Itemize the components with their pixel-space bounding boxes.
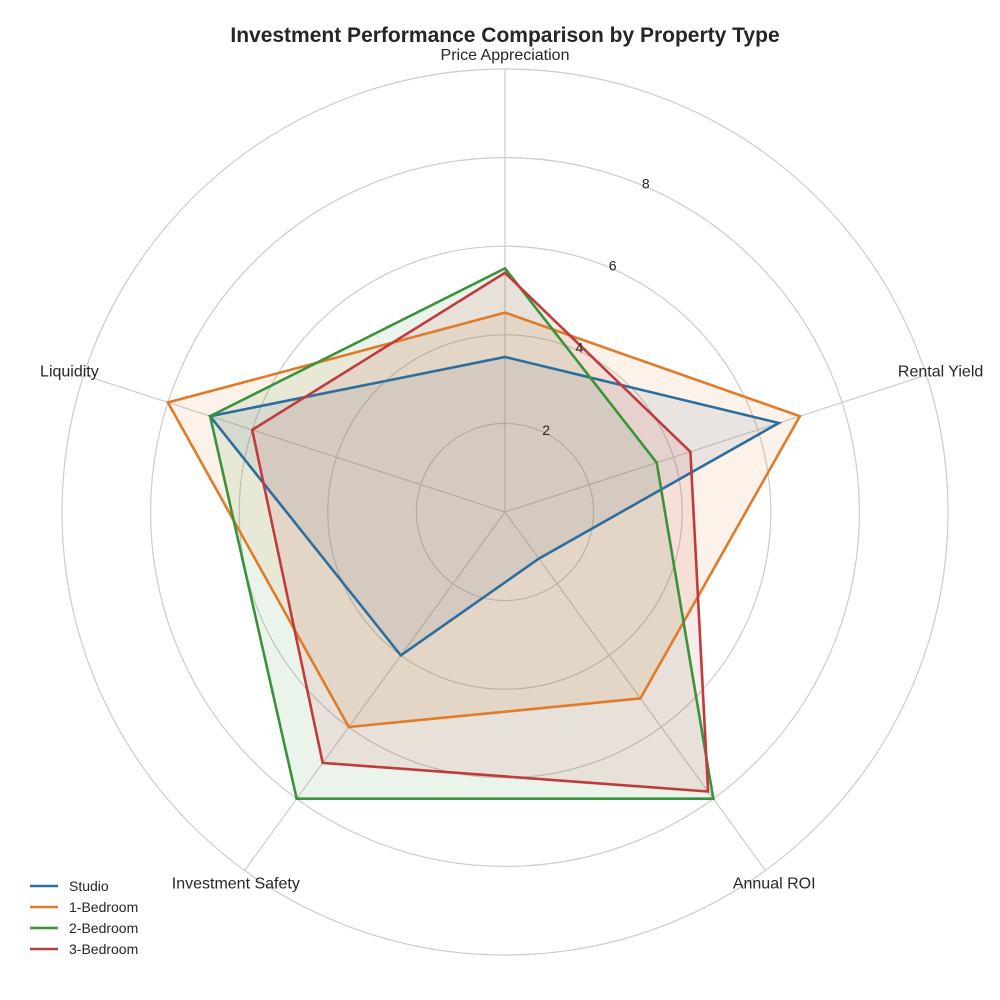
tick-label: 6 — [609, 258, 617, 274]
series-line-2 — [208, 266, 715, 801]
spoke-3 — [244, 511, 506, 871]
spoke-4 — [83, 374, 506, 513]
axis-label-1: Rental Yield — [898, 364, 983, 381]
spoke-1 — [504, 374, 927, 513]
axis-label-4: Liquidity — [40, 364, 99, 381]
legend-label-3: 3-Bedroom — [69, 941, 138, 957]
radar-spokes — [83, 69, 927, 871]
series-lines — [165, 266, 802, 801]
series-fill-0 — [210, 357, 779, 656]
chart-title: Investment Performance Comparison by Pro… — [230, 24, 779, 47]
series-line-3 — [250, 271, 710, 793]
legend: Studio 1-Bedroom 2-Bedroom 3-Bedroom — [30, 878, 138, 957]
tick-label: 8 — [642, 175, 650, 191]
legend-label-1: 1-Bedroom — [69, 899, 138, 915]
series-line-1 — [165, 311, 802, 729]
series-line-0 — [207, 355, 783, 658]
axis-label-0: Price Appreciation — [441, 47, 570, 64]
axis-label-2: Annual ROI — [733, 876, 816, 893]
tick-label: 2 — [542, 422, 550, 438]
legend-label-0: Studio — [69, 878, 109, 894]
series-fills — [167, 268, 800, 799]
series-fill-2 — [210, 268, 714, 799]
series-fill-1 — [167, 312, 800, 727]
legend-label-2: 2-Bedroom — [69, 920, 138, 936]
series-fill-3 — [252, 272, 709, 792]
axis-label-3: Investment Safety — [172, 876, 300, 893]
tick-label: 4 — [576, 340, 584, 356]
spoke-2 — [504, 511, 766, 871]
axis-labels: Price Appreciation Rental Yield Annual ROI… — [40, 47, 983, 893]
radial-tick-labels: 2 4 6 8 — [542, 175, 650, 438]
